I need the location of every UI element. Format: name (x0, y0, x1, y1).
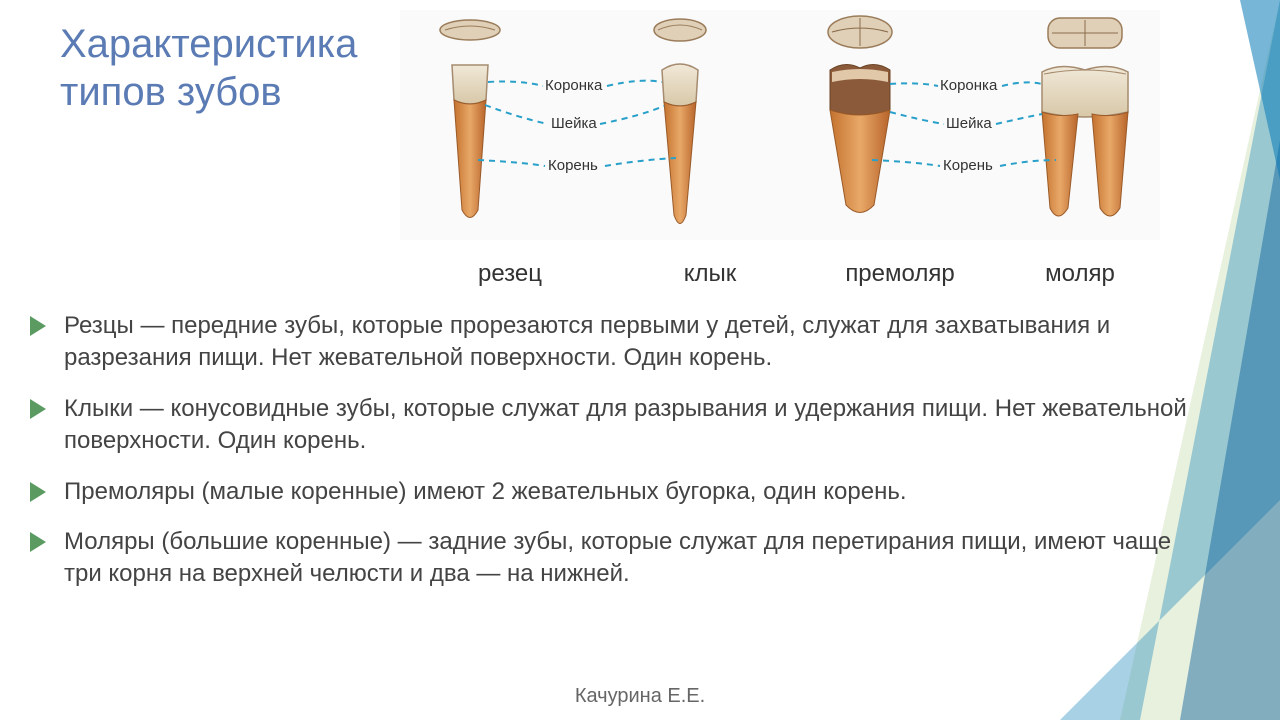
title-line-1: Характеристика (60, 22, 357, 66)
premolar-top-view (828, 16, 892, 48)
bullet-text: Резцы — передние зубы, которые прорезают… (64, 310, 1210, 375)
tooth-name-row: резец клык премоляр моляр (400, 260, 1160, 288)
canine-top-view (654, 19, 706, 41)
bullet-list: Резцы — передние зубы, которые прорезают… (30, 310, 1210, 609)
author-footer: Качурина Е.Е. (0, 685, 1280, 708)
neck-label-2: Шейка (946, 115, 992, 132)
root-label-1: Корень (548, 157, 598, 174)
bullet-arrow-icon (30, 316, 46, 336)
premolar-tooth (830, 64, 890, 212)
slide-title: Характеристика типов зубов (60, 20, 357, 116)
incisor-name: резец (430, 260, 590, 288)
incisor-top-view (440, 20, 500, 40)
crown-label-1: Коронка (545, 77, 603, 94)
bullet-text: Моляры (большие коренные) — задние зубы,… (64, 526, 1210, 591)
bullet-text: Клыки — конусовидные зубы, которые служа… (64, 393, 1210, 458)
incisor-tooth (452, 65, 488, 218)
molar-tooth (1042, 66, 1128, 216)
bullet-item: Премоляры (малые коренные) имеют 2 жеват… (30, 476, 1210, 508)
crown-label-2: Коронка (940, 77, 998, 94)
molar-name: моляр (1000, 260, 1160, 288)
bullet-text: Премоляры (малые коренные) имеют 2 жеват… (64, 476, 907, 508)
root-label-2: Корень (943, 157, 993, 174)
title-line-2: типов зубов (60, 70, 282, 114)
molar-top-view (1048, 18, 1122, 48)
bullet-arrow-icon (30, 399, 46, 419)
bullet-arrow-icon (30, 532, 46, 552)
canine-name: клык (630, 260, 790, 288)
bullet-item: Клыки — конусовидные зубы, которые служа… (30, 393, 1210, 458)
bullet-arrow-icon (30, 482, 46, 502)
neck-label-1: Шейка (551, 115, 597, 132)
bullet-item: Резцы — передние зубы, которые прорезают… (30, 310, 1210, 375)
premolar-name: премоляр (810, 260, 990, 288)
bullet-item: Моляры (большие коренные) — задние зубы,… (30, 526, 1210, 591)
teeth-diagram: Коронка Шейка Корень (400, 10, 1160, 240)
canine-tooth (662, 64, 698, 224)
